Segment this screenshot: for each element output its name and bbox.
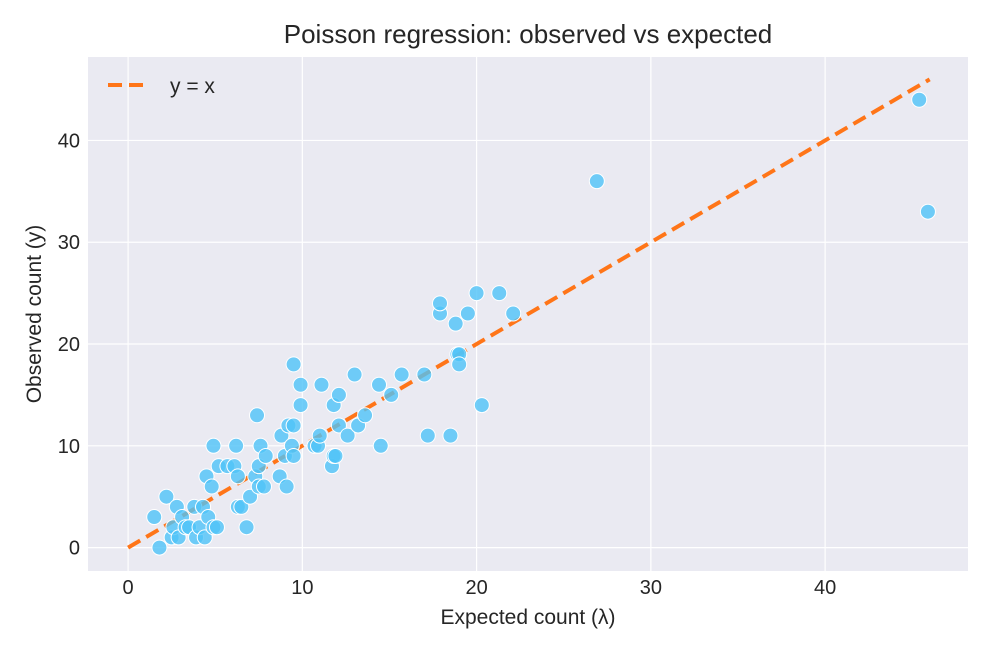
data-point — [383, 386, 400, 403]
data-point — [588, 173, 605, 190]
data-point — [196, 529, 213, 546]
data-point — [459, 305, 476, 322]
data-point — [330, 386, 347, 403]
data-point — [372, 437, 389, 454]
data-point — [416, 366, 433, 383]
data-point — [228, 437, 245, 454]
data-point — [278, 478, 295, 495]
data-point — [205, 437, 222, 454]
y-axis-label: Observed count (y) — [23, 225, 46, 404]
data-point — [257, 447, 274, 464]
data-point — [330, 417, 347, 434]
data-point — [313, 376, 330, 393]
data-point — [238, 519, 255, 536]
data-point — [442, 427, 459, 444]
data-point — [233, 498, 250, 515]
data-point — [229, 468, 246, 485]
data-point — [432, 295, 448, 312]
data-point — [292, 376, 309, 393]
data-point — [285, 447, 302, 464]
data-point — [371, 376, 388, 393]
data-point — [393, 366, 410, 383]
data-point — [346, 366, 363, 383]
y-tick-label: 20 — [58, 334, 80, 356]
data-point — [339, 427, 356, 444]
x-tick-label: 40 — [814, 577, 836, 599]
data-point — [505, 305, 522, 322]
data-point — [242, 488, 259, 505]
data-point — [451, 356, 468, 373]
data-point — [146, 509, 163, 526]
data-point — [473, 397, 490, 414]
data-point — [285, 356, 302, 373]
data-point — [208, 519, 225, 536]
y-tick-label: 10 — [58, 436, 80, 458]
data-point — [311, 427, 328, 444]
data-point — [357, 407, 374, 424]
data-point — [468, 285, 485, 302]
data-point — [256, 478, 272, 495]
x-axis-label: Expected count (λ) — [440, 606, 615, 629]
data-point — [203, 478, 220, 495]
data-point — [419, 427, 436, 444]
data-point — [151, 539, 168, 556]
data-point — [285, 417, 302, 434]
data-point — [491, 285, 508, 302]
data-point — [447, 315, 464, 332]
legend: y = x — [108, 75, 215, 98]
data-point — [292, 397, 309, 414]
data-point — [327, 447, 344, 464]
data-point — [919, 203, 936, 220]
data-point — [249, 407, 266, 424]
legend-label: y = x — [170, 75, 215, 98]
y-tick-label: 40 — [58, 130, 80, 152]
y-tick-label: 30 — [58, 232, 80, 254]
x-tick-label: 0 — [123, 577, 134, 599]
data-point — [158, 488, 175, 505]
x-tick-label: 20 — [465, 577, 487, 599]
x-tick-label: 10 — [291, 577, 313, 599]
chart-title: Poisson regression: observed vs expected — [284, 19, 773, 49]
data-point — [911, 91, 928, 108]
y-tick-label: 0 — [69, 538, 80, 560]
x-tick-label: 30 — [640, 577, 662, 599]
